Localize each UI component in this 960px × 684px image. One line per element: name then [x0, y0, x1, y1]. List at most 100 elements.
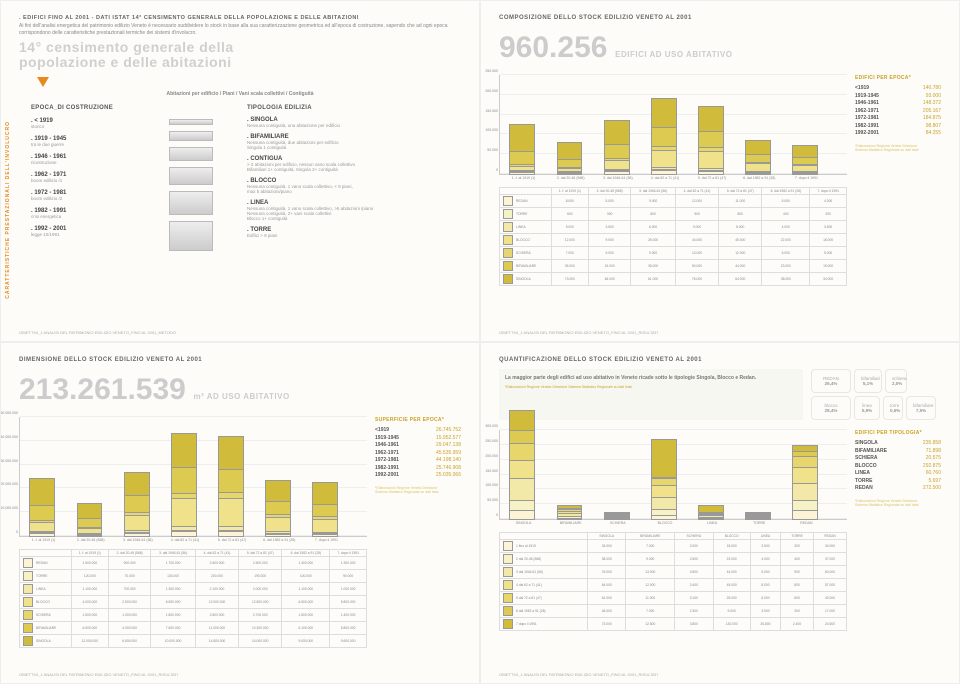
p1-header-small: . EDIFICI FINO AL 2001 - DATI ISTAT 14° …: [19, 15, 461, 21]
table-cell: 3.500: [675, 566, 713, 579]
table-cell: 9.000: [750, 566, 780, 579]
table-cell: 46.000: [587, 605, 626, 618]
table-cell: 7.000: [551, 247, 588, 260]
table-cell: 2.500.000: [239, 557, 282, 570]
table-cell: 200.000: [195, 570, 238, 583]
table-cell: 12.000.000: [71, 635, 108, 648]
table-cell: 400: [781, 553, 814, 566]
p4-box-note-text: La maggior parte degli edifici ad uso ab…: [505, 375, 797, 382]
p1-tipologia-title: TIPOLOGIA EDILIZIA: [247, 105, 461, 111]
table-cell: 3.500: [750, 605, 780, 618]
table-cell: 400: [762, 208, 810, 221]
legend-item-value: 25.746.908: [436, 465, 461, 473]
table-cell: 12.000.000: [195, 596, 238, 609]
table-cell: 76.000: [587, 566, 626, 579]
table-cell: 2.400: [781, 618, 814, 631]
epoca-item-desc: legge 10/1991: [31, 232, 151, 237]
table-cell: 25.000: [631, 234, 676, 247]
legend-item-value: 235.858: [923, 440, 941, 448]
p4-box-note-sub: *Elaborazioni Regione Veneto Direzione S…: [505, 385, 797, 390]
table-cell: 9.000: [713, 605, 750, 618]
p4-soft-boxes: REDAN26,4%bifamiliari5,1%schiera2,0%bloc…: [811, 369, 941, 420]
table-cell: 44.000: [713, 566, 750, 579]
p4-bar-chart: 050.000100.000150.000200.000250.000300.0…: [499, 430, 847, 520]
table-cell: 2.000: [675, 540, 713, 553]
table-cell: 12.800: [626, 618, 675, 631]
table-cell: 1.300.000: [330, 557, 367, 570]
tipologia-item-desc: Nessuna contiguità, due abitazioni per e…: [247, 140, 461, 150]
table-cell: 300: [781, 540, 814, 553]
table-cell: 130.000: [713, 618, 750, 631]
table-row-header: BIFAMILIARE: [500, 260, 552, 273]
table-cell: 2.500.000: [109, 596, 151, 609]
table-cell: 5.000: [589, 195, 631, 208]
legend-item-label: SCHIERA: [855, 455, 878, 463]
p4-box-note: La maggior parte degli edifici ad uso ab…: [499, 369, 803, 420]
table-cell: 300: [781, 605, 814, 618]
table-cell: 2.100.000: [195, 583, 238, 596]
legend-item-value: 26.745.752: [436, 427, 461, 435]
table-cell: 6.500.000: [151, 596, 196, 609]
p1-epoche-list: . < 1919storico. 1919 - 1945tra le due g…: [31, 118, 151, 237]
legend-item-value: 29.047.138: [436, 442, 461, 450]
legend-item-value: 44.198.140: [436, 457, 461, 465]
p4-top-title: QUANTIFICAZIONE DELLO STOCK EDILIZIO VEN…: [499, 357, 941, 363]
table-cell: 64.000: [719, 273, 762, 286]
table-cell: 700.000: [109, 583, 151, 596]
table-cell: 38.000: [587, 553, 626, 566]
legend-item-value: 292.875: [923, 463, 941, 471]
table-cell: 61.000: [631, 273, 676, 286]
table-col-header: 1. f. al 1919 (1): [71, 550, 108, 557]
table-col-header: SINGOLA: [587, 533, 626, 540]
p1-subline: Abitazioni per edificio / Piani / Vani s…: [19, 91, 461, 97]
table-col-header: 3. dal 1946-61 (56): [151, 550, 196, 557]
table-cell: 38.000: [631, 260, 676, 273]
table-cell: 9.600.000: [330, 635, 367, 648]
table-col-header: BIFAMILIARE: [626, 533, 675, 540]
table-cell: 2.700.000: [239, 609, 282, 622]
table-col-header: 4. dal 62 a 71 (41): [195, 550, 238, 557]
table-cell: 46.000: [589, 273, 631, 286]
legend-item-value: 205.167: [923, 108, 941, 116]
legend-item-value: 60.760: [926, 470, 941, 478]
p4-legend-title: EDIFICI PER TIPOLOGIA*: [855, 430, 941, 436]
table-row-header: SCHIERA: [500, 247, 552, 260]
table-row-header: LINEA: [20, 583, 72, 596]
table-row-header: SINGOLA: [500, 273, 552, 286]
table-cell: 44.000: [675, 234, 718, 247]
p3-footnote: *Elaborazioni Regione Veneto Direzione S…: [375, 486, 461, 494]
building-icons-col: [169, 105, 229, 251]
table-cell: 9.000: [675, 221, 718, 234]
table-row-header: 6 dal 1982 a 91 (28): [500, 605, 588, 618]
legend-item-label: 1962-1971: [375, 450, 399, 458]
table-cell: 1.500.000: [71, 557, 108, 570]
legend-item-label: 1982-1991: [855, 123, 879, 131]
p2-big-number: 960.256: [499, 31, 607, 65]
table-cell: 12.000: [675, 195, 718, 208]
table-cell: 100.000: [282, 570, 330, 583]
table-cell: 17.000: [813, 605, 846, 618]
table-cell: 2.800.000: [195, 609, 238, 622]
legend-item-label: BLOCCO: [855, 463, 877, 471]
tipologia-item-desc: > 2 abitazioni per edificio, nessun vano…: [247, 162, 461, 172]
table-cell: 8.000: [551, 195, 588, 208]
table-row-header: SCHIERA: [20, 609, 72, 622]
table-cell: 6.000: [631, 221, 676, 234]
legend-item-value: 71.898: [926, 448, 941, 456]
table-cell: 70.000: [109, 570, 151, 583]
p1-big-title: 14° censimento generale della popolazion…: [19, 40, 461, 71]
table-col-header: 2. dal 20-45 (568): [109, 550, 151, 557]
legend-item-label: 1946-1961: [855, 100, 879, 108]
legend-item-label: <1919: [855, 85, 869, 93]
softbox-value: 26,4%: [818, 381, 844, 386]
table-cell: 6.100.000: [282, 622, 330, 635]
softbox-value: 28,4%: [818, 408, 844, 413]
table-cell: 35.000: [551, 260, 588, 273]
p1-epoca-title: EPOCA_DI COSTRUZIONE: [31, 105, 151, 111]
table-cell: 1.000.000: [109, 609, 151, 622]
table-col-header: SCHIERA: [675, 533, 713, 540]
legend-item-label: 1962-1971: [855, 108, 879, 116]
table-cell: 1.100.000: [71, 583, 108, 596]
table-cell: 3.500: [589, 221, 631, 234]
table-cell: 57.000: [813, 579, 846, 592]
